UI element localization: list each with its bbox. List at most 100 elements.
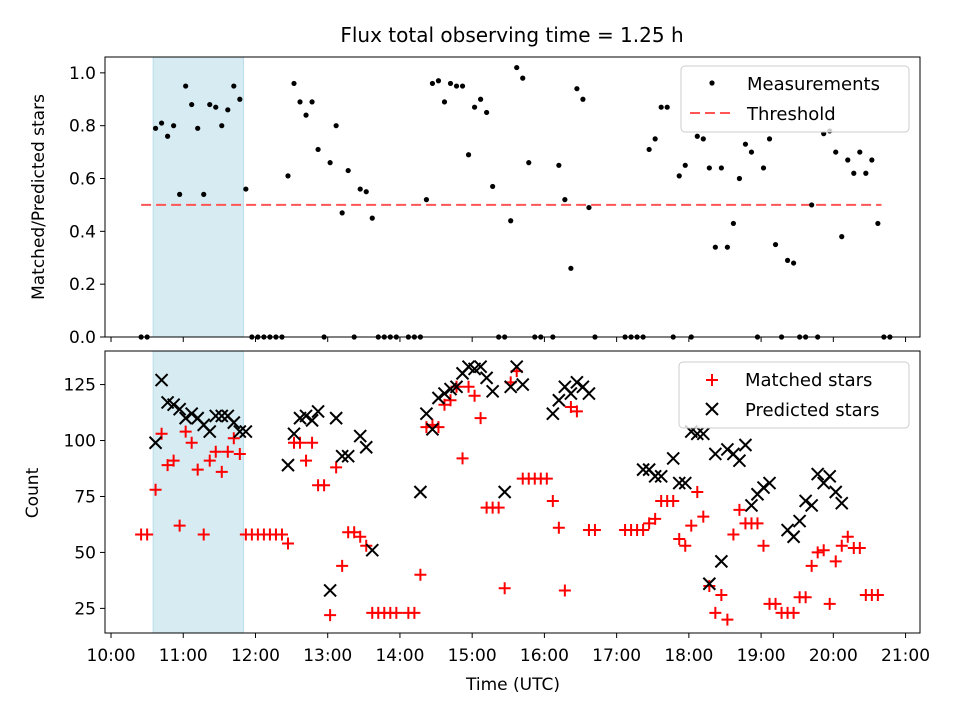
x-tick-label: 20:00 [809,646,858,666]
matched-point [540,472,553,485]
x-tick-label: 17:00 [592,646,641,666]
predicted-point [756,480,771,495]
matched-point [811,546,824,559]
matched-point [691,486,704,498]
y-tick-label: 75 [74,487,96,507]
predicted-point [672,476,686,490]
matched-point [703,580,716,592]
predicted-point [425,422,440,437]
measurement-point [219,123,225,129]
measurement-point [845,157,851,163]
predicted-series [148,359,849,598]
matched-point [709,606,722,619]
x-tick-label: 14:00 [375,646,424,666]
predicted-point [239,424,253,439]
measurement-point [526,160,532,166]
x-tick-label: 18:00 [664,646,713,666]
measurement-point [225,107,231,113]
matched-point [649,512,662,525]
matched-point [829,555,842,568]
matched-series [135,365,884,626]
x-axis-label: Time (UTC) [465,675,560,695]
matched-point [492,501,505,514]
bottom-legend: Matched stars Predicted stars [678,361,910,429]
predicted-point [835,496,849,510]
measurement-point [490,183,496,190]
matched-point [179,425,192,438]
matched-point [318,479,331,492]
measurement-point [664,104,670,110]
predicted-point [419,406,434,421]
bottom-axes-frame [104,350,921,634]
measurement-point [453,83,460,89]
matched-point [167,454,180,467]
bottom-panel: 25 50 75 100 125 10:00 11:00 12:00 13:00 14:00 15… [23,350,930,695]
measurement-point [790,260,797,266]
matched-point [348,526,361,539]
matched-point [354,530,367,543]
measurement-point [586,204,592,211]
top-panel: 0.0 0.2 0.4 0.6 0.8 1.0 Measurements Threshol… [29,56,921,348]
legend-matched: Matched stars [745,370,872,391]
y-tick-label: 25 [74,599,96,619]
predicted-point [744,498,759,513]
predicted-point [365,543,379,557]
matched-point [474,412,487,425]
matched-point [275,528,288,541]
matched-point [149,483,162,496]
bottom-highlight-span [152,350,244,634]
measurement-point [851,170,857,176]
chart-title: Flux total observing time = 1.25 h [340,23,683,47]
matched-point [733,503,746,516]
predicted-point [829,485,843,499]
measurement-point [748,149,755,155]
predicted-point [570,375,584,390]
matched-point [679,539,692,552]
measurement-point [568,265,574,271]
bottom-y-axis: 25 50 75 100 125 [64,376,105,619]
measurement-point [363,189,369,195]
predicted-point [503,380,518,394]
predicted-point [184,406,199,421]
measurement-point [682,162,688,168]
measurement-point [736,175,743,182]
matched-point [203,454,216,467]
matched-point [330,461,343,474]
measurement-point [237,96,243,102]
predicted-point [654,469,668,484]
predicted-point [359,440,373,454]
matched-point [438,398,451,411]
measurement-point [718,165,724,171]
predicted-point [215,409,229,423]
legend-measurements: Measurements [747,74,880,95]
predicted-point [516,377,530,392]
y-tick-label: 125 [64,376,96,396]
predicted-point [798,494,813,508]
legend-threshold: Threshold [746,104,836,125]
measurement-point [285,173,291,179]
matched-point [841,530,854,543]
matched-point [552,521,565,534]
predicted-legend-marker [705,402,719,416]
matched-point [306,436,319,449]
measurement-point [809,202,815,208]
predicted-point [148,436,163,450]
matched-point [588,524,601,537]
measurement-point [333,123,339,129]
matched-point [871,588,884,601]
predicted-point [648,469,662,484]
predicted-point [552,393,566,407]
x-tick-label: 10:00 [87,646,136,666]
matched-point [805,559,818,572]
measurement-point [562,197,568,203]
matched-point [173,519,186,532]
top-y-label: Matched/Predicted stars [29,94,49,300]
measurement-point [327,160,333,166]
predicted-point [792,514,807,528]
measurement-point [676,173,682,179]
matched-point [787,606,800,619]
predicted-point [714,554,729,569]
matched-point [564,400,577,413]
top-axes-frame [104,56,921,338]
